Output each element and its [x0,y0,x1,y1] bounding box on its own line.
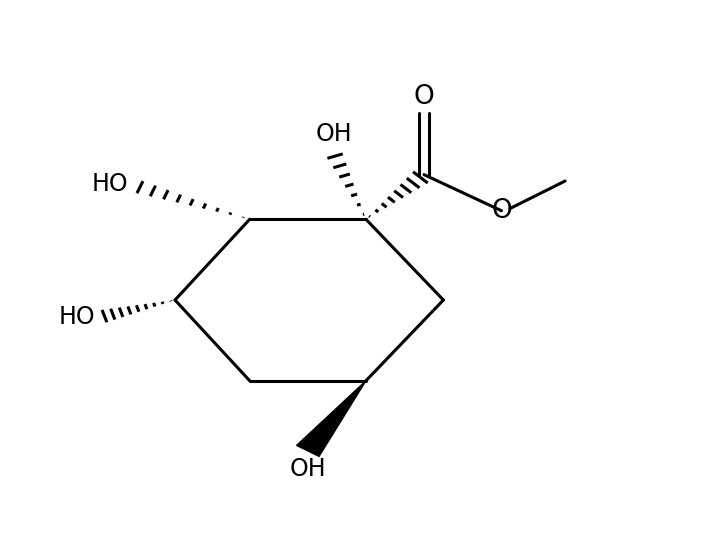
Text: HO: HO [58,305,95,329]
Text: OH: OH [289,457,326,481]
Text: O: O [491,198,512,224]
Text: OH: OH [316,122,352,146]
Text: HO: HO [91,172,128,197]
Text: O: O [413,83,434,110]
Polygon shape [296,381,366,457]
